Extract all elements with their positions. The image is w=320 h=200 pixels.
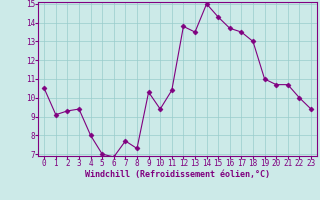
- X-axis label: Windchill (Refroidissement éolien,°C): Windchill (Refroidissement éolien,°C): [85, 170, 270, 179]
